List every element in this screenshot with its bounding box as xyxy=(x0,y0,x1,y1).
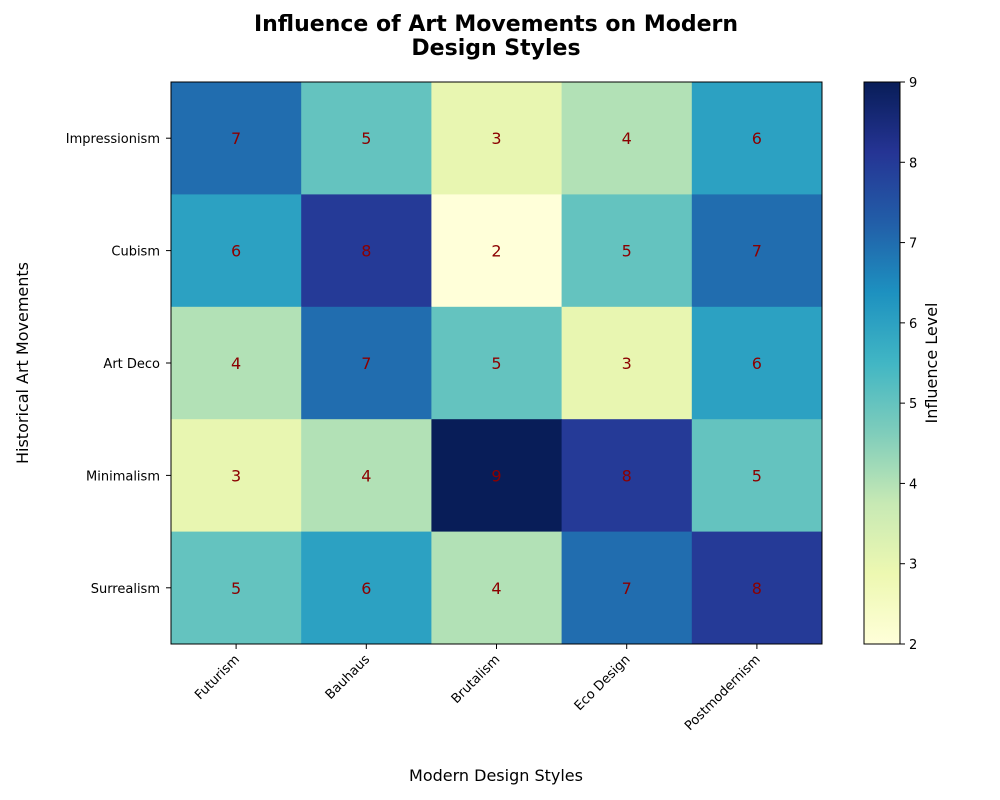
heatmap-cells: 7 5 3 4 6 6 8 2 5 7 4 7 5 3 6 3 4 9 8 5 5 6 4 7 8 xyxy=(171,82,823,645)
cell-value-label: 8 xyxy=(752,579,762,598)
cell-value-label: 5 xyxy=(752,466,762,485)
x-tick-label: Bauhaus xyxy=(323,652,374,703)
y-tick-label: Cubism xyxy=(111,245,160,260)
heatmap-cell xyxy=(171,82,302,195)
colorbar-tick-label: 9 xyxy=(909,76,917,91)
heatmap-cell xyxy=(691,531,823,645)
cell-value-label: 7 xyxy=(752,242,762,261)
heatmap-cell xyxy=(171,306,302,420)
cell-value-label: 4 xyxy=(491,579,501,598)
cell-value-label: 5 xyxy=(622,242,632,261)
cell-value-label: 7 xyxy=(231,129,241,148)
heatmap-cell xyxy=(561,194,693,308)
cell-value-label: 8 xyxy=(622,466,632,485)
cell-value-label: 6 xyxy=(752,129,762,148)
heatmap-cell xyxy=(691,194,823,308)
y-tick-label: Surrealism xyxy=(91,582,160,597)
heatmap-cell xyxy=(561,306,693,420)
x-tick-label: Brutalism xyxy=(449,652,504,707)
cell-value-label: 5 xyxy=(231,579,241,598)
cell-value-label: 6 xyxy=(752,354,762,373)
cell-value-label: 7 xyxy=(361,354,371,373)
colorbar xyxy=(863,81,901,645)
colorbar-tick-label: 8 xyxy=(909,156,917,171)
heatmap-cell xyxy=(301,306,432,420)
heatmap-cell xyxy=(691,306,823,420)
heatmap-cell xyxy=(171,194,302,308)
heatmap-cell xyxy=(431,82,563,195)
colorbar-label: Influence Level xyxy=(922,302,941,423)
heatmap-cell xyxy=(301,82,432,195)
x-tick-label: Futurism xyxy=(192,652,243,703)
heatmap-cell xyxy=(171,531,302,645)
heatmap-cell xyxy=(171,419,302,533)
chart-title-line-2: Design Styles xyxy=(411,36,580,61)
x-tick-label: Postmodernism xyxy=(682,652,764,734)
cell-value-label: 2 xyxy=(491,242,501,261)
y-tick-label: Art Deco xyxy=(103,357,160,372)
cell-value-label: 4 xyxy=(231,354,241,373)
cell-value-label: 3 xyxy=(231,466,241,485)
y-axis-label: Historical Art Movements xyxy=(13,262,32,464)
heatmap-cell xyxy=(301,194,432,308)
heatmap-cell xyxy=(561,531,693,645)
cell-value-label: 8 xyxy=(361,242,371,261)
heatmap-cell xyxy=(431,419,563,533)
cell-value-label: 4 xyxy=(361,466,371,485)
heatmap-cell xyxy=(691,82,823,195)
colorbar-tick-label: 2 xyxy=(909,638,917,653)
cell-value-label: 9 xyxy=(491,466,501,485)
heatmap-cell xyxy=(431,194,563,308)
colorbar-tick-label: 5 xyxy=(909,397,917,412)
cell-value-label: 7 xyxy=(622,579,632,598)
heatmap-cell xyxy=(561,419,693,533)
y-axis-ticks: Impressionism Cubism Art Deco Minimalism Sur… xyxy=(66,132,171,597)
y-tick-label: Impressionism xyxy=(66,132,160,147)
heatmap-cell xyxy=(301,531,432,645)
chart-title-line-1: Influence of Art Movements on Modern xyxy=(254,12,738,37)
heatmap-cell xyxy=(431,306,563,420)
colorbar-tick-label: 6 xyxy=(909,317,917,332)
heatmap-cell xyxy=(561,82,693,195)
heatmap-cell xyxy=(301,419,432,533)
cell-value-label: 6 xyxy=(231,242,241,261)
heatmap-cell xyxy=(691,419,823,533)
colorbar-tick-label: 4 xyxy=(909,477,917,492)
x-axis-ticks: Futurism Bauhaus Brutalism Eco Design Postmo… xyxy=(192,644,764,734)
colorbar-tick-label: 7 xyxy=(909,237,917,252)
heatmap-cell xyxy=(431,531,563,645)
cell-value-label: 5 xyxy=(361,129,371,148)
colorbar-ticks: 2 3 4 5 6 7 8 9 xyxy=(900,76,917,653)
x-tick-label: Eco Design xyxy=(572,652,634,714)
y-tick-label: Minimalism xyxy=(86,469,160,484)
cell-value-label: 6 xyxy=(361,579,371,598)
x-axis-label: Modern Design Styles xyxy=(409,766,583,785)
cell-value-label: 5 xyxy=(491,354,501,373)
cell-value-label: 3 xyxy=(491,129,501,148)
cell-value-label: 3 xyxy=(622,354,632,373)
colorbar-tick-label: 3 xyxy=(909,558,917,573)
cell-value-label: 4 xyxy=(622,129,632,148)
